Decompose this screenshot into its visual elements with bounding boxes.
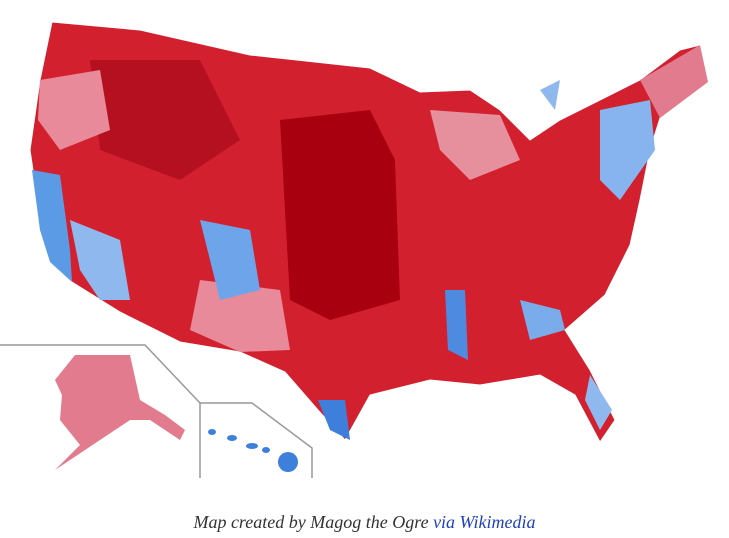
region <box>38 70 110 150</box>
caption-link[interactable]: via Wikimedia <box>433 512 536 532</box>
region <box>600 100 655 200</box>
region <box>280 110 400 320</box>
region <box>540 80 560 110</box>
alaska <box>55 355 185 470</box>
region <box>90 60 240 180</box>
region <box>70 220 130 300</box>
caption: Map created by Magog the Ogre via Wikime… <box>0 512 729 533</box>
region <box>430 110 520 180</box>
region <box>318 400 350 440</box>
hawaii <box>208 429 298 472</box>
caption-text: Map created by Magog the Ogre <box>193 512 429 532</box>
region <box>585 375 612 430</box>
inset-border <box>0 344 201 478</box>
region <box>200 220 260 300</box>
region <box>520 300 565 340</box>
region <box>640 45 708 118</box>
inset-border <box>200 402 313 478</box>
region <box>32 170 72 282</box>
region <box>445 290 468 360</box>
county-map <box>0 21 709 478</box>
region <box>190 280 290 352</box>
